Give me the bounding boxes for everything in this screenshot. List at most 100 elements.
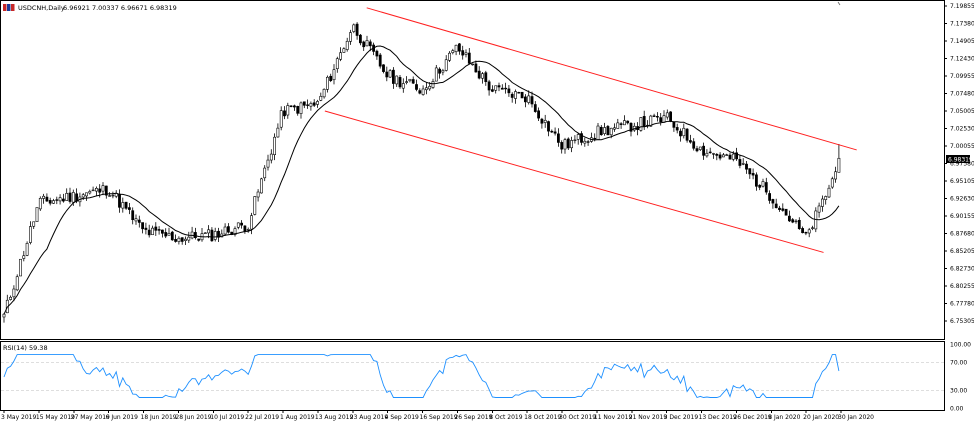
candle xyxy=(672,121,676,132)
rsi-pane[interactable] xyxy=(0,341,945,411)
candle xyxy=(484,70,488,86)
candle-body xyxy=(751,173,755,176)
candle xyxy=(520,91,524,99)
candle-body xyxy=(649,115,653,127)
candle-body xyxy=(672,121,676,128)
date-tick-label: 26 Sep 2019 xyxy=(454,414,492,421)
candle xyxy=(454,44,458,56)
candle-body xyxy=(718,154,722,159)
candle xyxy=(622,115,626,126)
candle xyxy=(250,212,253,235)
candle-body xyxy=(609,127,613,136)
candle xyxy=(830,176,834,189)
candle-body xyxy=(243,225,247,232)
candle xyxy=(95,186,98,197)
candle-body xyxy=(161,229,164,234)
rsi-axis: 100.00 70.00 30.00 0.00 xyxy=(950,342,971,413)
candle xyxy=(164,228,168,239)
candle-body xyxy=(761,181,765,187)
candle xyxy=(837,144,841,173)
candle-body xyxy=(679,130,682,137)
candle xyxy=(688,134,692,144)
candle xyxy=(5,294,9,314)
candle xyxy=(692,138,696,151)
candle-body xyxy=(774,203,778,209)
candle xyxy=(801,226,805,234)
candle xyxy=(824,195,828,205)
candle-body xyxy=(787,215,791,222)
candle-body xyxy=(88,191,92,194)
candle-body xyxy=(197,238,201,241)
candle xyxy=(243,225,247,234)
candle-body xyxy=(95,187,98,192)
candle xyxy=(675,123,679,134)
candle-body xyxy=(157,229,161,231)
candle xyxy=(151,225,154,236)
candle-body xyxy=(820,198,824,207)
candle xyxy=(540,117,544,129)
candle xyxy=(154,222,158,236)
date-tick-label: 8 Oct 2019 xyxy=(489,414,522,421)
chart-icon-3 xyxy=(11,4,15,11)
regression-channel[interactable] xyxy=(324,7,857,253)
candle-body xyxy=(28,226,32,243)
candle xyxy=(778,205,781,212)
candle-body xyxy=(259,178,263,194)
candle-body xyxy=(104,185,108,196)
candle-body xyxy=(108,195,112,197)
candle-body xyxy=(510,93,514,98)
candle xyxy=(596,122,600,141)
candle xyxy=(131,207,135,225)
candle xyxy=(411,76,415,85)
candle-body xyxy=(817,205,821,213)
chart-icon-2 xyxy=(7,4,11,11)
candle xyxy=(144,222,148,235)
candle xyxy=(550,129,554,133)
date-tick-label: 3 May 2019 xyxy=(1,414,36,421)
candle xyxy=(38,196,42,211)
candle-body xyxy=(38,198,42,210)
candle xyxy=(655,112,659,122)
candle-body xyxy=(758,184,762,188)
candle-body xyxy=(655,116,659,118)
candle-body xyxy=(685,128,689,141)
candle xyxy=(349,29,352,45)
price-pane[interactable] xyxy=(0,0,945,340)
candle xyxy=(451,48,455,55)
candle-body xyxy=(438,68,442,74)
candle xyxy=(223,223,227,236)
candle xyxy=(263,165,267,182)
candle xyxy=(543,114,547,128)
candle xyxy=(108,192,112,197)
candle xyxy=(794,219,798,224)
candle-body xyxy=(365,40,369,47)
candle xyxy=(174,234,178,243)
candle-body xyxy=(464,52,468,55)
candle xyxy=(385,66,389,82)
candle-body xyxy=(71,192,75,203)
candle-body xyxy=(325,76,329,90)
candle xyxy=(121,197,125,213)
channel-upper-line[interactable] xyxy=(366,7,857,151)
candle-body xyxy=(484,72,488,82)
candle xyxy=(754,172,758,191)
channel-lower-line[interactable] xyxy=(324,110,824,253)
date-tick-label: 6 Jun 2019 xyxy=(106,414,138,421)
candle-body xyxy=(273,136,277,155)
candle xyxy=(738,154,742,169)
candle xyxy=(702,142,706,160)
candle-body xyxy=(411,79,415,84)
candle xyxy=(817,202,821,218)
candle-body xyxy=(688,140,692,143)
candle xyxy=(101,182,105,196)
candle xyxy=(273,133,277,161)
candle xyxy=(820,195,824,212)
candle xyxy=(137,215,141,228)
price-tick-label: 6.87680 xyxy=(950,231,974,238)
candle xyxy=(477,66,481,80)
candle-body xyxy=(596,125,600,141)
candle-body xyxy=(754,174,758,187)
candle-body xyxy=(368,41,372,47)
